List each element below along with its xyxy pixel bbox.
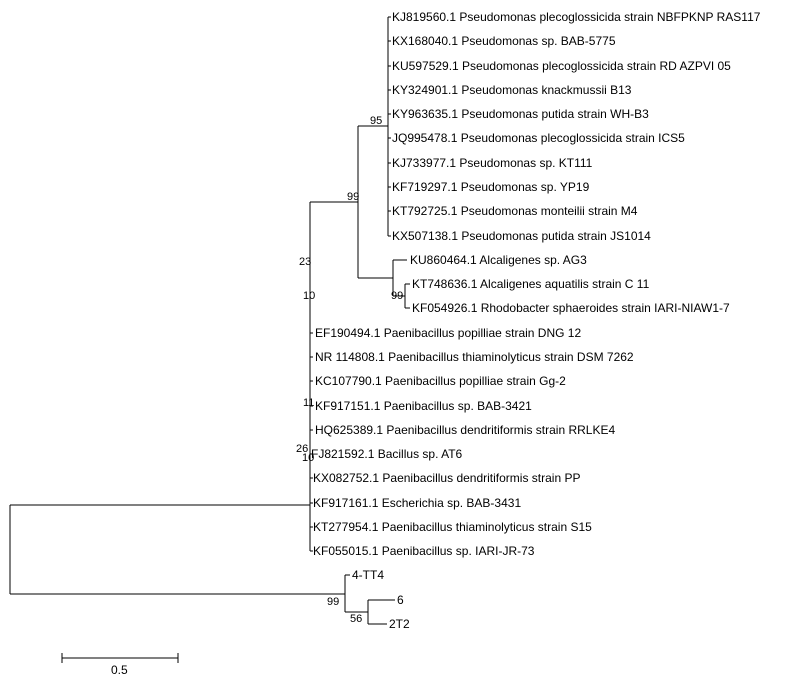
- taxon-label: KU860464.1 Alcaligenes sp. AG3: [410, 253, 587, 267]
- bootstrap-value: 10: [302, 452, 315, 464]
- taxon-label: KX168040.1 Pseudomonas sp. BAB-5775: [392, 34, 616, 48]
- bootstrap-value: 23: [299, 256, 312, 268]
- taxon-label: KT792725.1 Pseudomonas monteilii strain …: [392, 204, 638, 218]
- taxon-label: KJ819560.1 Pseudomonas plecoglossicida s…: [392, 10, 761, 24]
- taxon-label: KF719297.1 Pseudomonas sp. YP19: [392, 180, 590, 194]
- taxon-label: EF190494.1 Paenibacillus popilliae strai…: [315, 326, 582, 340]
- taxon-label: KY324901.1 Pseudomonas knackmussii B13: [392, 83, 632, 97]
- taxon-label: KX082752.1 Paenibacillus dendritiformis …: [313, 471, 581, 485]
- scale-bar: [61, 653, 179, 663]
- taxon-label: KF917161.1 Escherichia sp. BAB-3431: [313, 496, 522, 510]
- bootstrap-value: 10: [303, 290, 316, 302]
- taxon-label: NR 114808.1 Paenibacillus thiaminolyticu…: [315, 350, 634, 364]
- taxon-label: KT277954.1 Paenibacillus thiaminolyticus…: [313, 520, 592, 534]
- taxon-label: KY963635.1 Pseudomonas putida strain WH-…: [392, 107, 649, 121]
- taxon-label: KC107790.1 Paenibacillus popilliae strai…: [315, 374, 566, 388]
- bootstrap-value: 99: [327, 596, 340, 608]
- taxon-label: 2T2: [389, 617, 410, 631]
- taxon-label: KF055015.1 Paenibacillus sp. IARI-JR-73: [313, 544, 535, 558]
- taxon-label: FJ821592.1 Bacillus sp. AT6: [311, 447, 463, 461]
- bootstrap-value: 56: [350, 613, 363, 625]
- taxon-label: JQ995478.1 Pseudomonas plecoglossicida s…: [392, 131, 685, 145]
- bootstrap-value: 95: [370, 115, 383, 127]
- taxon-label: HQ625389.1 Paenibacillus dendritiformis …: [315, 423, 616, 437]
- taxon-label: KU597529.1 Pseudomonas plecoglossicida s…: [392, 59, 731, 73]
- taxon-label: KX507138.1 Pseudomonas putida strain JS1…: [392, 229, 651, 243]
- taxon-label: KT748636.1 Alcaligenes aquatilis strain …: [412, 277, 650, 291]
- scale-bar-label: 0.5: [111, 663, 128, 677]
- bootstrap-value: 99: [347, 191, 360, 203]
- taxon-label: KJ733977.1 Pseudomonas sp. KT111: [392, 156, 593, 170]
- bootstrap-value: 26: [296, 443, 309, 455]
- taxon-label: 6: [397, 593, 404, 607]
- bootstrap-value: 99: [391, 290, 404, 302]
- bootstrap-value: 11: [303, 397, 315, 409]
- taxon-label: KF917151.1 Paenibacillus sp. BAB-3421: [315, 399, 532, 413]
- taxon-label: KF054926.1 Rhodobacter sphaeroides strai…: [412, 301, 730, 315]
- taxon-label: 4-TT4: [352, 568, 385, 582]
